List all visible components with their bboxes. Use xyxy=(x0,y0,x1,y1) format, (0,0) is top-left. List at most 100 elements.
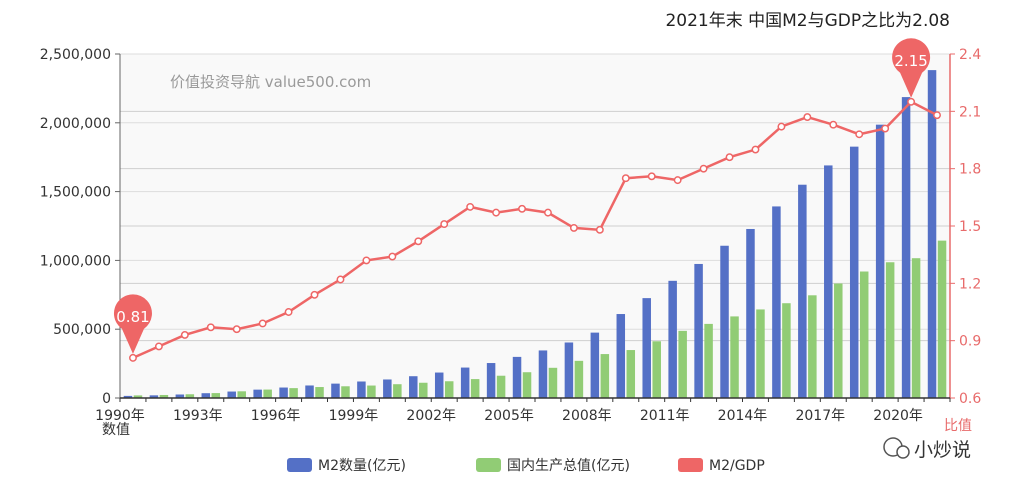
value-marker: 0.81 xyxy=(113,294,152,354)
ratio-point xyxy=(725,153,734,162)
bar-gdp xyxy=(315,387,324,398)
ratio-point xyxy=(258,319,267,328)
bar-gdp xyxy=(444,381,454,398)
bar-gdp xyxy=(263,389,272,398)
legend-item: M2数量(亿元) xyxy=(287,458,406,474)
bar-gdp xyxy=(470,379,480,398)
bar-gdp xyxy=(574,360,584,398)
marker-pin xyxy=(892,38,931,98)
ratio-point xyxy=(933,111,941,120)
bar-m2 xyxy=(901,97,911,398)
bar-gdp xyxy=(756,309,765,398)
bar-gdp xyxy=(730,316,739,398)
ratio-point xyxy=(673,176,682,185)
x-tick-label: 2002年 xyxy=(406,408,456,424)
ratio-point xyxy=(310,290,319,299)
bar-gdp xyxy=(211,393,221,398)
bar-m2 xyxy=(590,332,600,398)
bar-m2 xyxy=(227,391,236,398)
ratio-line xyxy=(129,97,941,362)
legend-label: 国内生产总值(亿元) xyxy=(507,458,630,474)
right-axis-label: 比值 xyxy=(944,418,972,434)
ratio-point xyxy=(829,120,838,129)
right-tick-label: 1.2 xyxy=(959,276,981,292)
bar-m2 xyxy=(149,395,159,398)
bar-m2 xyxy=(253,389,262,398)
x-tick-label: 2008年 xyxy=(562,408,612,424)
ratio-point xyxy=(907,97,916,106)
bar-m2 xyxy=(538,350,548,398)
axes: 0 500,000 1,000,000 1,500,000 2,000,000 2,500… xyxy=(40,47,982,424)
bar-m2 xyxy=(849,146,859,398)
bar-m2 xyxy=(460,367,470,398)
ratio-point xyxy=(777,122,786,131)
grid-lines xyxy=(120,53,950,399)
bar-gdp xyxy=(782,303,791,398)
brand-logo: 小炒说 xyxy=(883,437,971,461)
ratio-polyline xyxy=(132,100,938,360)
bar-m2 xyxy=(772,206,781,398)
bar-gdp xyxy=(185,394,195,398)
right-tick-label: 0.9 xyxy=(959,334,981,350)
bar-m2 xyxy=(694,263,703,398)
legend-item: 国内生产总值(亿元) xyxy=(476,458,630,474)
bar-m2 xyxy=(123,395,133,398)
bars xyxy=(123,70,947,399)
marker-label: 0.81 xyxy=(116,308,149,326)
x-tick-label: 2011年 xyxy=(640,408,690,424)
bar-m2 xyxy=(175,394,185,398)
value-markers: 0.81 2.15 xyxy=(113,38,931,354)
bar-m2 xyxy=(798,184,807,398)
bar-m2 xyxy=(824,165,833,398)
value-marker: 2.15 xyxy=(892,38,931,98)
marker-label: 2.15 xyxy=(894,52,927,70)
bar-gdp xyxy=(522,372,532,398)
bar-m2 xyxy=(434,372,444,398)
left-tick-label: 1,000,000 xyxy=(40,253,111,269)
ratio-point xyxy=(751,145,760,154)
ratio-point xyxy=(881,124,890,133)
bar-gdp xyxy=(652,341,661,398)
ratio-point xyxy=(621,174,630,183)
left-tick-label: 500,000 xyxy=(53,322,111,338)
ratio-point xyxy=(336,275,345,284)
bar-gdp xyxy=(237,391,246,398)
bar-gdp xyxy=(704,323,713,398)
ratio-point xyxy=(595,225,604,234)
left-tick-label: 0 xyxy=(102,391,111,407)
x-tick-label: 1993年 xyxy=(173,408,223,424)
bar-gdp xyxy=(341,386,350,398)
bar-gdp xyxy=(678,330,687,398)
brand-name: 小炒说 xyxy=(914,439,971,461)
x-tick-label: 1999年 xyxy=(329,408,379,424)
bar-m2 xyxy=(357,381,366,398)
bar-gdp xyxy=(834,283,843,398)
right-tick-label: 2.1 xyxy=(959,104,981,120)
bar-gdp xyxy=(885,262,895,398)
legend-label: M2数量(亿元) xyxy=(318,458,406,474)
bar-gdp xyxy=(911,258,921,398)
bar-m2 xyxy=(486,363,496,398)
bar-gdp xyxy=(626,350,636,398)
bar-m2 xyxy=(720,245,729,398)
ratio-point xyxy=(440,220,449,229)
bar-gdp xyxy=(859,271,869,398)
bar-gdp xyxy=(496,375,506,398)
bar-m2 xyxy=(201,393,211,398)
ratio-point xyxy=(544,208,552,217)
ratio-point xyxy=(206,323,215,332)
legend: M2数量(亿元) 国内生产总值(亿元) M2/GDP xyxy=(287,458,765,474)
ratio-point xyxy=(232,325,241,334)
bar-m2 xyxy=(305,385,314,398)
bar-gdp xyxy=(600,354,610,398)
bar-m2 xyxy=(409,376,418,398)
bar-m2 xyxy=(279,387,288,398)
bar-m2 xyxy=(383,379,392,398)
bar-gdp xyxy=(393,384,402,398)
ratio-point xyxy=(699,164,708,173)
bar-m2 xyxy=(331,383,340,398)
bar-m2 xyxy=(616,314,626,398)
bar-gdp xyxy=(133,395,143,398)
ratio-point xyxy=(284,308,293,316)
